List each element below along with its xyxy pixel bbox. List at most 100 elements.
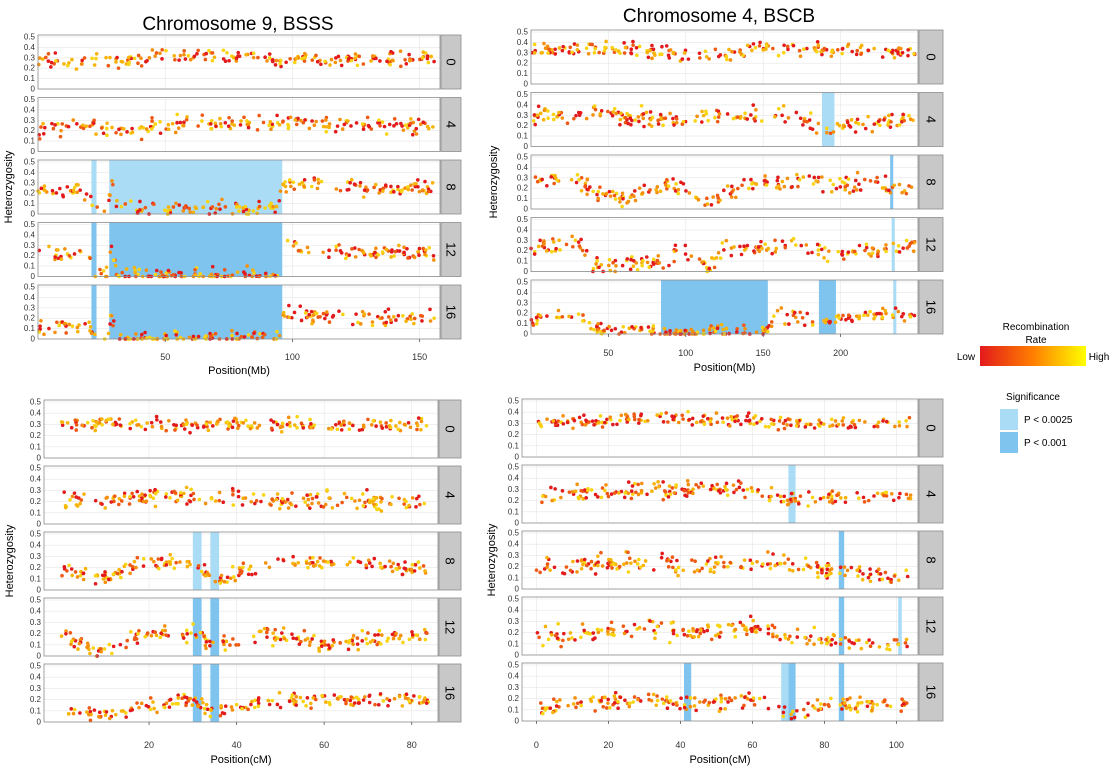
data-point	[327, 122, 332, 126]
data-point	[726, 622, 731, 627]
data-point	[100, 422, 104, 427]
data-point	[776, 175, 780, 180]
data-point	[409, 117, 413, 121]
data-point	[351, 633, 356, 638]
data-point	[164, 701, 169, 705]
data-point	[137, 126, 142, 131]
data-point	[745, 117, 750, 121]
data-point	[251, 51, 256, 56]
data-point	[367, 312, 371, 316]
data-point	[679, 696, 683, 701]
panel-border	[43, 531, 439, 591]
data-point	[551, 237, 555, 241]
x-tick-label: 60	[747, 740, 757, 750]
data-point	[178, 335, 183, 340]
data-point	[160, 57, 164, 61]
data-point	[629, 496, 634, 501]
data-point	[620, 263, 625, 268]
data-point	[402, 502, 406, 506]
data-point	[71, 188, 76, 193]
data-point	[849, 318, 854, 323]
data-point	[153, 630, 158, 635]
data-point	[274, 58, 279, 63]
data-point	[383, 183, 388, 188]
data-point	[263, 206, 267, 210]
data-point	[341, 420, 346, 425]
data-point	[403, 186, 407, 190]
data-point	[533, 175, 538, 179]
data-point	[212, 55, 217, 60]
data-point	[309, 422, 313, 426]
y-tick-label: 0	[31, 210, 36, 219]
data-point	[362, 425, 366, 429]
y-tick-label: 0.5	[24, 220, 36, 229]
data-point	[751, 416, 756, 420]
data-point	[168, 552, 173, 557]
data-point	[139, 137, 144, 142]
data-point	[690, 416, 695, 421]
data-point	[878, 123, 882, 128]
y-tick-label: 0.5	[517, 278, 529, 287]
data-point	[546, 51, 550, 55]
data-point	[532, 51, 537, 55]
data-point	[147, 335, 152, 340]
data-point	[156, 557, 161, 561]
data-point	[313, 697, 318, 702]
data-point	[145, 58, 149, 63]
data-point	[87, 320, 91, 324]
data-point	[241, 421, 246, 425]
data-point	[815, 570, 820, 575]
data-point	[648, 48, 652, 53]
data-point	[880, 315, 885, 320]
data-point	[695, 568, 700, 572]
data-point	[304, 704, 308, 708]
data-point	[394, 631, 398, 636]
data-point	[773, 250, 778, 254]
data-point	[562, 631, 566, 636]
data-point	[192, 497, 196, 502]
data-point	[292, 60, 297, 65]
data-point	[389, 184, 393, 189]
facet-strip	[918, 29, 944, 85]
data-point	[414, 132, 419, 136]
panel-0: 000.10.20.30.40.5	[508, 397, 944, 462]
data-point	[721, 420, 725, 424]
data-point	[786, 47, 790, 52]
data-point	[786, 417, 790, 421]
data-point	[663, 182, 668, 187]
data-point	[810, 323, 815, 327]
data-point	[724, 326, 729, 331]
data-point	[543, 708, 548, 712]
data-point	[596, 321, 600, 326]
data-point	[132, 265, 137, 270]
data-point	[283, 184, 288, 189]
data-point	[546, 116, 550, 120]
data-point	[234, 56, 239, 61]
data-point	[135, 701, 139, 705]
data-point	[405, 247, 409, 251]
data-point	[696, 485, 701, 489]
data-point	[302, 178, 307, 182]
data-point	[708, 331, 712, 336]
data-point	[218, 122, 223, 126]
data-point	[783, 418, 788, 423]
data-point	[53, 255, 57, 259]
data-point	[200, 119, 204, 123]
data-point	[650, 56, 654, 61]
data-point	[868, 579, 873, 584]
data-point	[303, 311, 308, 315]
data-point	[901, 115, 905, 120]
data-point	[631, 43, 635, 48]
data-point	[419, 427, 423, 432]
data-point	[682, 51, 687, 55]
data-point	[256, 698, 261, 703]
data-point	[240, 503, 245, 507]
data-point	[195, 423, 199, 427]
recombination-high-label: High	[1089, 352, 1110, 363]
data-point	[842, 701, 847, 705]
data-point	[830, 489, 835, 494]
facet-strip	[440, 284, 462, 340]
data-point	[807, 174, 812, 178]
data-point	[615, 422, 619, 427]
data-point	[366, 417, 370, 422]
